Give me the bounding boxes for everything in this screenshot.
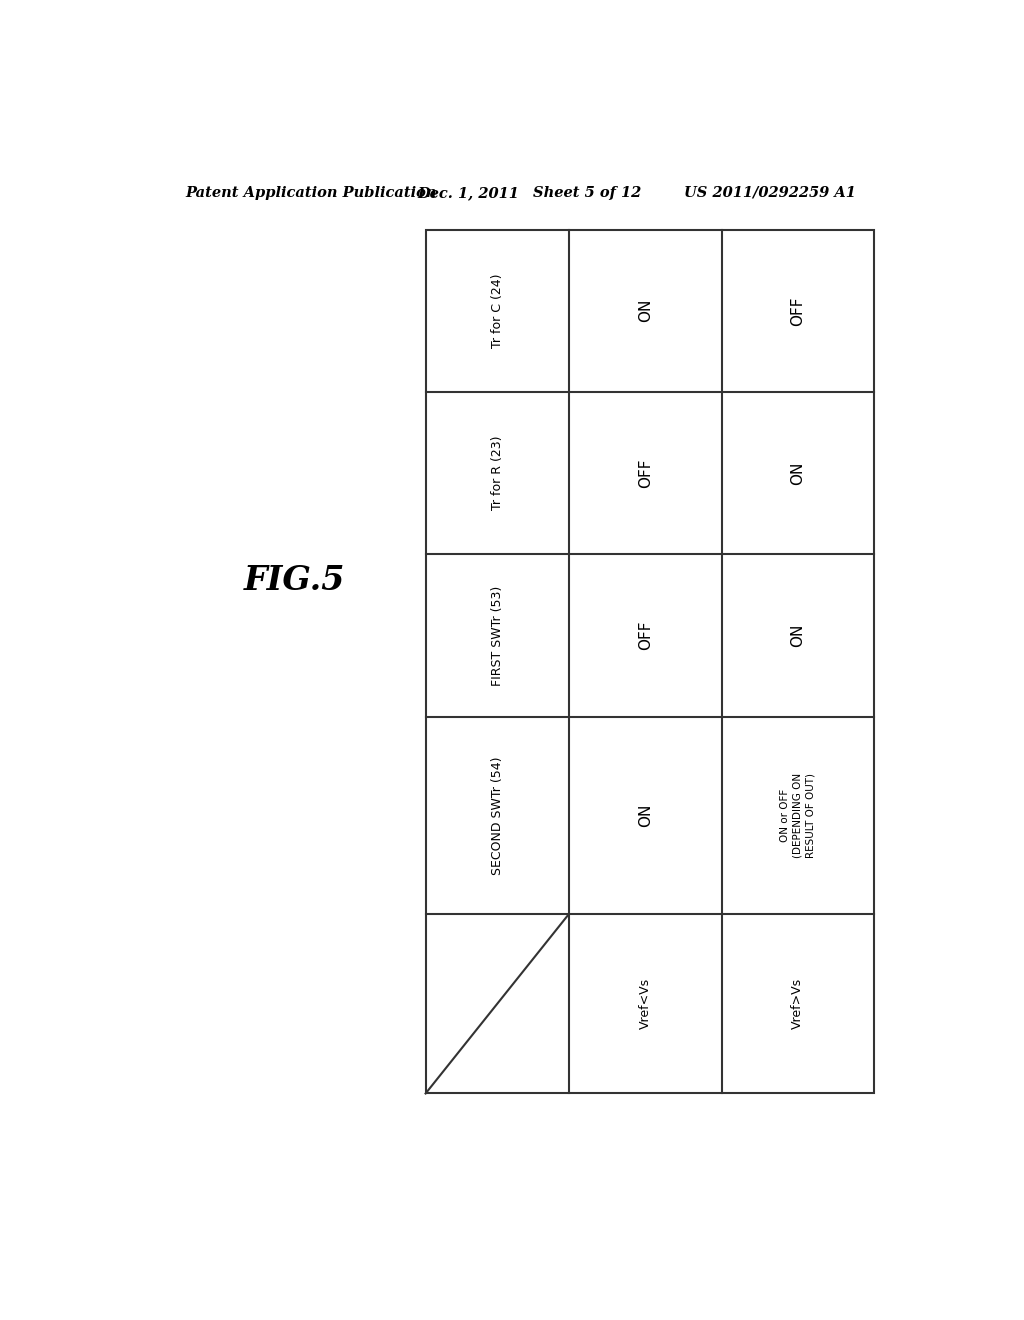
Text: Tr for C (24): Tr for C (24) bbox=[490, 273, 504, 348]
Bar bbox=[426, 230, 873, 1093]
Text: Vref>Vs: Vref>Vs bbox=[792, 978, 804, 1030]
Text: OFF: OFF bbox=[638, 620, 653, 651]
Text: Sheet 5 of 12: Sheet 5 of 12 bbox=[532, 186, 641, 199]
Text: FIG.5: FIG.5 bbox=[244, 564, 345, 597]
Text: Dec. 1, 2011: Dec. 1, 2011 bbox=[418, 186, 519, 199]
Text: SECOND SWTr (54): SECOND SWTr (54) bbox=[490, 756, 504, 875]
Text: FIRST SWTr (53): FIRST SWTr (53) bbox=[490, 586, 504, 685]
Text: ON: ON bbox=[791, 462, 805, 484]
Text: US 2011/0292259 A1: US 2011/0292259 A1 bbox=[684, 186, 855, 199]
Text: ON: ON bbox=[638, 804, 653, 828]
Text: ON: ON bbox=[791, 624, 805, 647]
Text: ON: ON bbox=[638, 300, 653, 322]
Text: Vref<Vs: Vref<Vs bbox=[639, 978, 652, 1030]
Text: Patent Application Publication: Patent Application Publication bbox=[185, 186, 436, 199]
Text: Tr for R (23): Tr for R (23) bbox=[490, 436, 504, 511]
Text: ON or OFF
(DEPENDING ON
RESULT OF OUT): ON or OFF (DEPENDING ON RESULT OF OUT) bbox=[779, 772, 816, 858]
Text: OFF: OFF bbox=[791, 296, 805, 326]
Text: OFF: OFF bbox=[638, 458, 653, 488]
